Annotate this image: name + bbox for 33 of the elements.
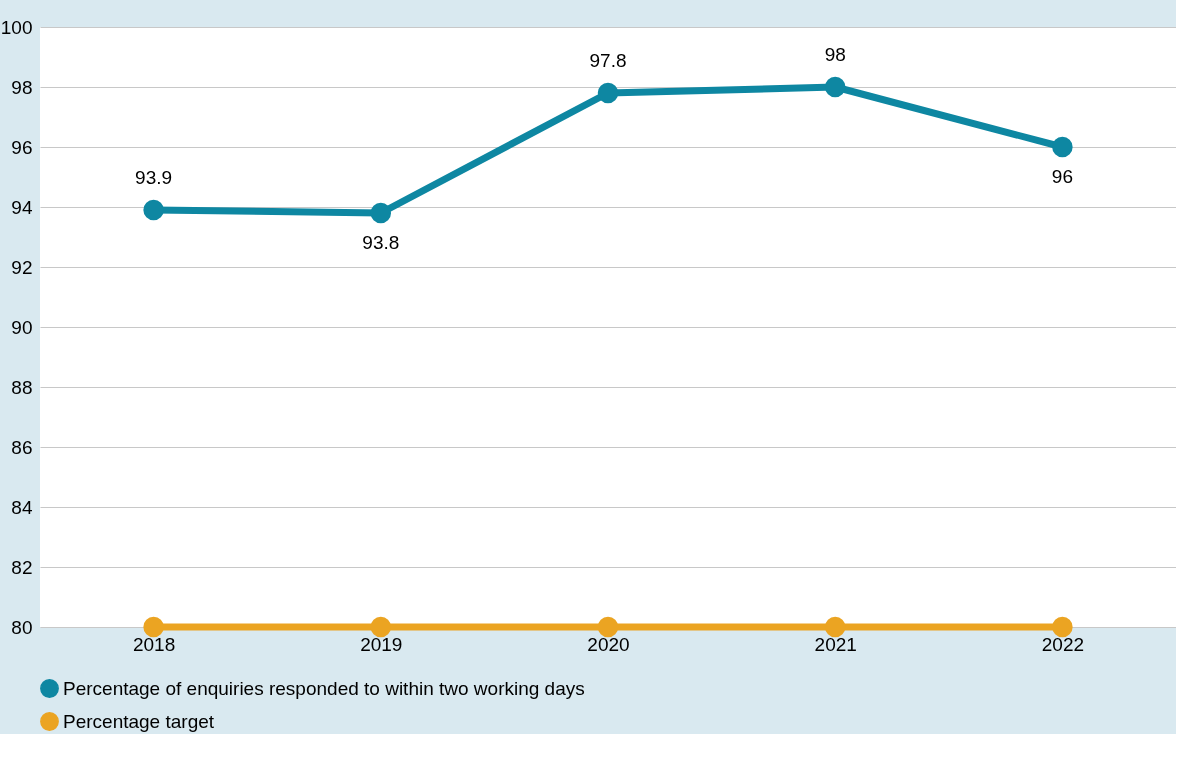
y-tick-label: 98 [11, 76, 33, 98]
y-tick-label: 82 [11, 556, 33, 578]
point [824, 76, 846, 98]
y-tick-label: 100 [0, 16, 33, 38]
point [597, 82, 619, 104]
data-label: 97.8 [589, 50, 627, 71]
point [1052, 136, 1073, 158]
point [143, 616, 164, 638]
point [1052, 616, 1073, 638]
y-tick-label: 88 [11, 376, 33, 398]
x-tick-label: 2020 [587, 633, 630, 655]
y-tick-label: 86 [11, 436, 33, 458]
point [370, 616, 392, 638]
point [597, 616, 619, 638]
y-tick-label: 92 [11, 256, 33, 278]
data-label: 96 [1051, 166, 1073, 187]
y-tick-label: 84 [11, 496, 33, 518]
x-tick-label: 2019 [360, 633, 403, 655]
y-tick-label: 96 [11, 136, 33, 158]
y-tick-label: 80 [11, 616, 33, 638]
point [370, 202, 392, 224]
data-label: 93.8 [362, 232, 400, 253]
x-tick-label: 2021 [814, 633, 857, 655]
y-tick-label: 94 [11, 196, 33, 218]
point [143, 199, 164, 221]
point [824, 616, 846, 638]
x-tick-label: 2022 [1041, 633, 1085, 655]
x-tick-label: 2018 [132, 633, 176, 655]
legend-label: Percentage target [63, 710, 215, 732]
data-label: 93.9 [135, 167, 173, 188]
y-tick-label: 90 [11, 316, 33, 338]
data-label: 98 [824, 44, 846, 65]
legend-label: Percentage of enquiries responded to within two working days [63, 677, 585, 699]
